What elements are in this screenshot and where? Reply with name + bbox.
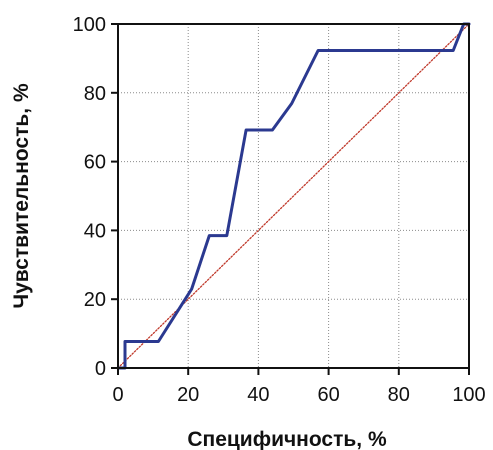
x-tick-label: 100 [452,384,485,406]
y-tick-label: 0 [95,358,106,380]
plot-frame [117,23,470,369]
y-tick-label: 60 [84,152,106,174]
y-tick-label: 100 [73,14,106,36]
x-tick-label: 0 [112,384,123,406]
roc-curve-line [116,22,471,370]
x-axis-title: Специфичность, % [187,428,387,450]
x-tick-label: 60 [317,384,339,406]
y-tick-label: 80 [84,83,106,105]
y-tick-label: 40 [84,220,106,242]
x-tick-label: 40 [247,384,269,406]
x-tick-label: 80 [388,384,410,406]
ticks: 0 20 40 60 80 100 0 20 40 60 80 100 [73,14,486,406]
grid [118,24,469,368]
y-tick-label: 20 [84,289,106,311]
x-tick-label: 20 [177,384,199,406]
y-axis-title: Чувствительность, % [10,83,33,309]
series-layer [116,22,471,370]
reference-diagonal-line [117,23,470,369]
